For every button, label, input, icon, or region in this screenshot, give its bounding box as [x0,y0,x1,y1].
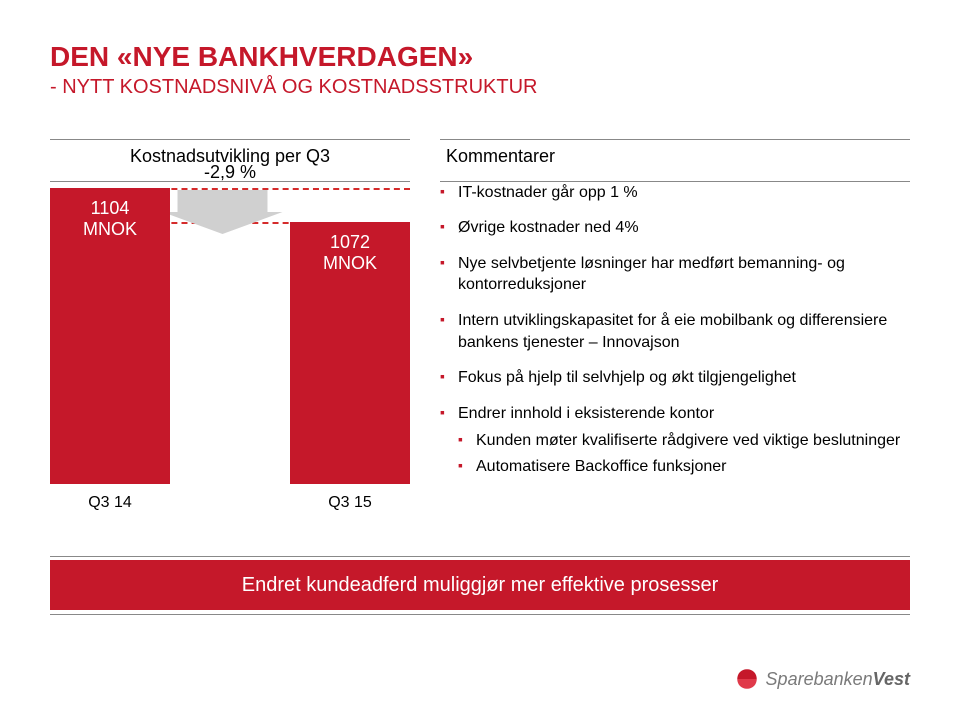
comment-subitem: Kunden møter kvalifiserte rådgivere ved … [458,430,910,452]
bar-value: 1104MNOK [83,198,137,241]
comment-item: Fokus på hjelp til selvhjelp og økt tilg… [440,367,910,389]
comment-item: Øvrige kostnader ned 4% [440,217,910,239]
chart-x-label: Q3 14 [50,494,170,512]
cost-chart: -2,9 % 1104MNOK1072MNOK Q3 14Q3 15 [50,182,410,512]
comment-item: Intern utviklingskapasitet for å eie mob… [440,310,910,353]
brand-logo: SparebankenVest [734,666,910,692]
comment-item: Endrer innhold i eksisterende kontorKund… [440,403,910,478]
chart-pct-label: -2,9 % [204,162,256,183]
comment-item: IT-kostnader går opp 1 % [440,182,910,204]
logo-icon [734,666,760,692]
bar-value: 1072MNOK [323,232,377,275]
logo-text: SparebankenVest [766,669,910,690]
chart-bar: 1104MNOK [50,188,170,484]
slide-subtitle: - NYTT KOSTNADSNIVÅ OG KOSTNADSSTRUKTUR [50,76,910,99]
chart-column: Kostnadsutvikling per Q3 -2,9 % 1104MNOK… [50,139,410,512]
slide-title: DEN «NYE BANKHVERDAGEN» [50,40,910,74]
comments-heading: Kommentarer [440,146,910,167]
chart-bar: 1072MNOK [290,222,410,484]
chart-x-label: Q3 15 [290,494,410,512]
footer-highlight-bar: Endret kundeadferd muliggjør mer effekti… [50,560,910,610]
comments-column: Kommentarer IT-kostnader går opp 1 % Øvri… [440,139,910,512]
comment-item: Nye selvbetjente løsninger har medført b… [440,253,910,296]
comment-subitem: Automatisere Backoffice funksjoner [458,456,910,478]
